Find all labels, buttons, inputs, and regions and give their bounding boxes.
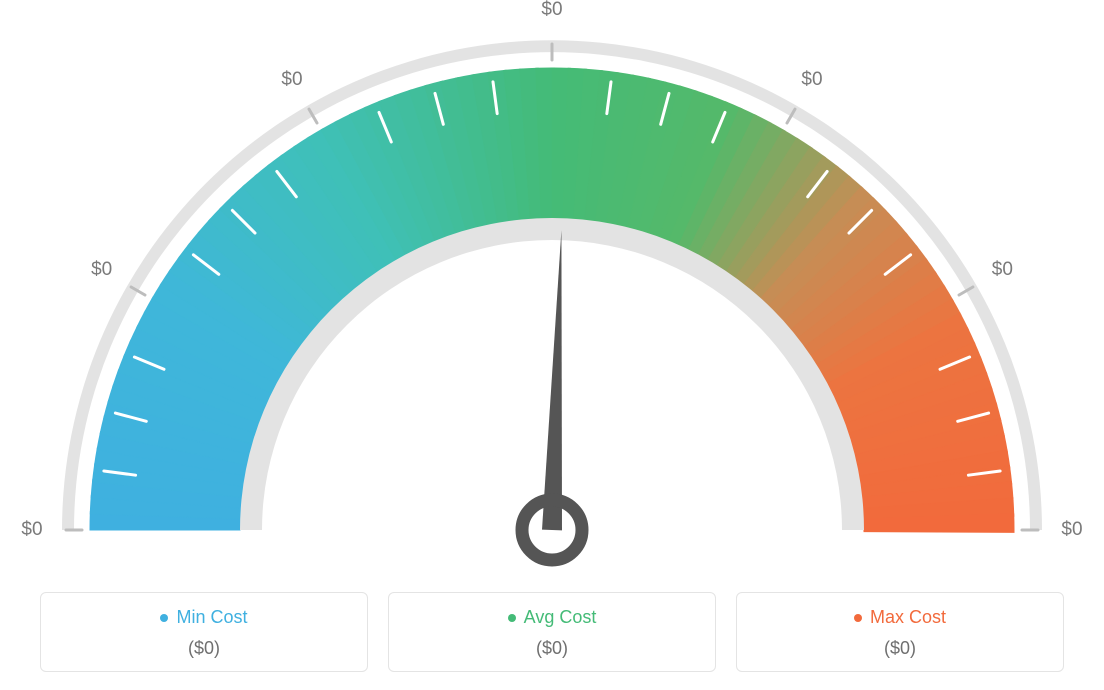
legend-value-min: ($0) xyxy=(51,638,357,659)
legend-label: Avg Cost xyxy=(524,607,597,628)
dot-icon xyxy=(508,614,516,622)
legend-title-min: Min Cost xyxy=(160,607,247,628)
legend-title-avg: Avg Cost xyxy=(508,607,597,628)
gauge-tick-label: $0 xyxy=(1061,519,1082,541)
dot-icon xyxy=(160,614,168,622)
legend-label: Min Cost xyxy=(176,607,247,628)
gauge-tick-label: $0 xyxy=(801,69,822,91)
dot-icon xyxy=(854,614,862,622)
legend-card-avg: Avg Cost ($0) xyxy=(388,592,716,672)
gauge-tick-label: $0 xyxy=(281,69,302,91)
legend-title-max: Max Cost xyxy=(854,607,946,628)
gauge-tick-label: $0 xyxy=(21,519,42,541)
legend-card-max: Max Cost ($0) xyxy=(736,592,1064,672)
gauge-chart: $0 $0 $0 $0 $0 $0 $0 xyxy=(0,0,1104,570)
gauge-tick-label: $0 xyxy=(992,259,1013,281)
legend-row: Min Cost ($0) Avg Cost ($0) Max Cost ($0… xyxy=(40,592,1064,672)
gauge-svg xyxy=(0,0,1104,600)
gauge-tick-label: $0 xyxy=(541,0,562,21)
gauge-tick-label: $0 xyxy=(91,259,112,281)
legend-value-max: ($0) xyxy=(747,638,1053,659)
legend-label: Max Cost xyxy=(870,607,946,628)
legend-card-min: Min Cost ($0) xyxy=(40,592,368,672)
legend-value-avg: ($0) xyxy=(399,638,705,659)
